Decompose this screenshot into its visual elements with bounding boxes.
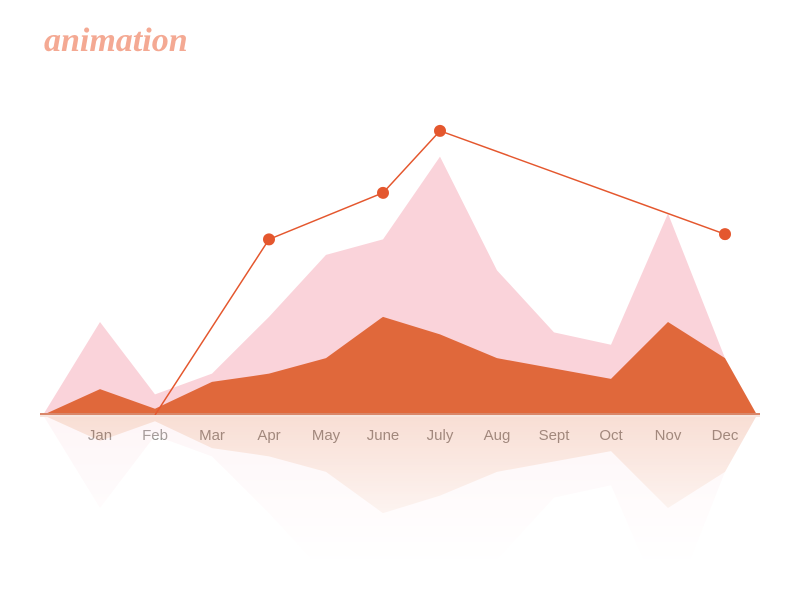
chart-container: JanFebMarAprMayJuneJulyAugSeptOctNovDec (40, 105, 760, 420)
x-axis-label: July (427, 427, 454, 444)
x-axis-label: Sept (539, 427, 570, 444)
x-axis-label: Jan (88, 427, 112, 444)
line-marker (434, 125, 446, 137)
x-axis-label: June (367, 427, 400, 444)
page-title: animation (44, 22, 188, 60)
area-line-chart (40, 105, 760, 415)
x-axis-label: May (312, 427, 340, 444)
line-marker (377, 187, 389, 199)
x-axis-label: Apr (257, 427, 280, 444)
x-axis-label: Dec (712, 427, 739, 444)
x-axis-label: Oct (599, 427, 622, 444)
line-marker (719, 228, 731, 240)
x-axis-label: Aug (484, 427, 511, 444)
x-axis-label: Feb (142, 427, 168, 444)
x-axis-label: Mar (199, 427, 225, 444)
line-marker (263, 233, 275, 245)
x-axis-label: Nov (655, 427, 682, 444)
